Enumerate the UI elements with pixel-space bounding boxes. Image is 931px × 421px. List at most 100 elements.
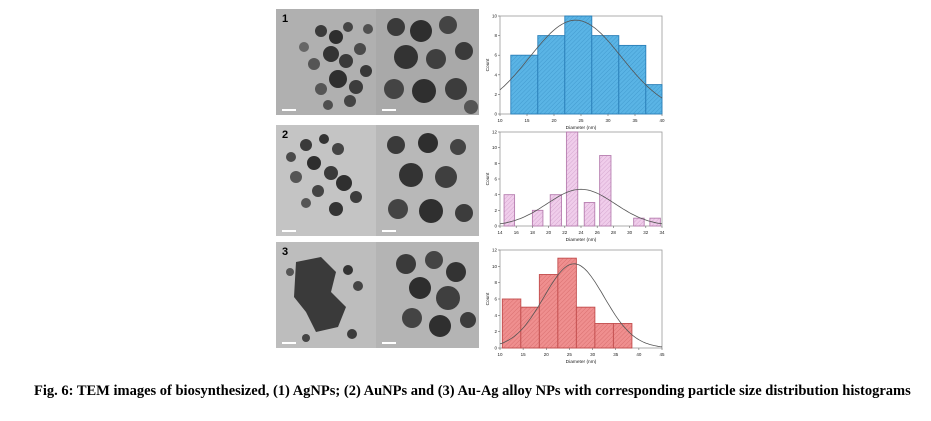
tem-image-agnps-left: 1 — [276, 9, 376, 115]
histogram-bar — [645, 84, 663, 115]
tem-particles-aunps-left — [276, 125, 376, 236]
x-tick-label: 10 — [497, 352, 503, 357]
y-tick-label: 8 — [494, 280, 497, 285]
histogram-aunps: 14 16 18 20 22 24 26 28 30 32 34024681012Diameter … — [485, 130, 665, 244]
histogram-bar — [537, 35, 566, 115]
x-tick-label: 35 — [632, 118, 638, 123]
histogram-bar — [591, 35, 620, 115]
histogram-agnps: 10 15 20 25 30 35 40 0 2 4 6 8 10 Diameter (nm) Count — [485, 14, 665, 132]
histogram-bar — [633, 217, 645, 227]
histogram-bar — [549, 194, 563, 227]
y-tick-label: 4 — [494, 313, 497, 318]
y-tick-label: 2 — [494, 329, 497, 334]
x-tick-label: 20 — [551, 118, 557, 123]
histogram-alloy: 10 15 20 25 30 35 40 45 0 2 4 6 8 10 12 Diameter (nm) Co… — [485, 248, 665, 366]
tem-scale-bar — [382, 109, 396, 111]
y-tick-label: 12 — [492, 130, 498, 135]
y-tick-label: 4 — [494, 192, 497, 197]
x-tick-label: 32 — [643, 230, 649, 235]
x-tick-label: 34 — [659, 230, 665, 235]
tem-scale-bar — [382, 342, 396, 344]
y-axis-label: Count — [485, 172, 491, 185]
x-tick-label: 40 — [636, 352, 642, 357]
normal-fit-curve — [499, 188, 663, 225]
y-tick-label: 12 — [492, 248, 498, 253]
tem-image-alloy-left: 3 — [276, 242, 376, 348]
x-tick-label: 10 — [497, 118, 503, 123]
x-tick-label: 22 — [562, 230, 568, 235]
panel-number-2: 2 — [282, 129, 289, 141]
x-tick-label: 20 — [544, 352, 550, 357]
x-tick-label: 30 — [590, 352, 596, 357]
histogram-bar — [599, 155, 612, 227]
tem-image-agnps-right — [376, 9, 479, 115]
tem-scale-bar — [282, 109, 296, 111]
histogram-bar — [583, 202, 596, 227]
x-tick-label: 35 — [613, 352, 619, 357]
histogram-bar — [501, 298, 522, 349]
tem-particles-agnps-right — [376, 9, 479, 115]
tem-image-alloy-right — [376, 242, 479, 348]
y-tick-label: 6 — [494, 177, 497, 182]
tem-image-aunps-right — [376, 125, 479, 236]
normal-fit-curve — [499, 263, 663, 348]
y-tick-label: 8 — [494, 33, 497, 38]
x-tick-label: 14 — [497, 230, 503, 235]
plot-frame — [499, 131, 663, 227]
x-tick-label: 18 — [530, 230, 536, 235]
histogram-bar — [565, 131, 579, 227]
tem-scale-bar — [382, 230, 396, 232]
histogram-bar — [538, 274, 559, 349]
x-tick-label: 30 — [605, 118, 611, 123]
histogram-bar — [531, 209, 544, 227]
y-tick-label: 4 — [494, 72, 497, 77]
tem-image-aunps-left: 2 — [276, 125, 376, 236]
y-tick-label: 0 — [494, 346, 497, 351]
y-tick-label: 10 — [492, 264, 498, 269]
x-tick-label: 28 — [611, 230, 617, 235]
histogram-bar — [564, 15, 593, 115]
x-tick-label: 45 — [659, 352, 665, 357]
tem-particles-alloy-right — [376, 242, 479, 348]
x-tick-label: 15 — [521, 352, 527, 357]
y-axis-label: Count — [485, 292, 491, 305]
tem-scale-bar — [282, 342, 296, 344]
y-tick-label: 2 — [494, 208, 497, 213]
tem-particles-agnps-left — [276, 9, 376, 115]
tem-particles-aunps-right — [376, 125, 479, 236]
normal-fit-curve — [499, 19, 663, 99]
y-tick-label: 6 — [494, 297, 497, 302]
y-tick-label: 6 — [494, 53, 497, 58]
x-axis-label: Diameter (nm) — [566, 359, 597, 365]
histogram-bar — [557, 257, 577, 349]
panel-number-3: 3 — [282, 246, 289, 258]
x-tick-label: 25 — [567, 352, 573, 357]
y-tick-label: 0 — [494, 112, 497, 117]
y-tick-label: 10 — [492, 145, 498, 150]
histogram-bar — [649, 217, 661, 227]
y-tick-label: 0 — [494, 224, 497, 229]
y-tick-label: 8 — [494, 161, 497, 166]
x-tick-label: 15 — [524, 118, 530, 123]
histogram-bar — [594, 323, 614, 349]
tem-scale-bar — [282, 230, 296, 232]
y-tick-label: 10 — [492, 14, 498, 19]
x-axis-label: Diameter (nm) — [566, 125, 597, 131]
x-tick-label: 30 — [627, 230, 633, 235]
figure-caption: Fig. 6: TEM images of biosynthesized, (1… — [34, 383, 911, 399]
x-tick-label: 16 — [514, 230, 520, 235]
panel-number-1: 1 — [282, 13, 289, 25]
y-tick-label: 2 — [494, 92, 497, 97]
x-tick-label: 40 — [659, 118, 665, 123]
y-axis-label: Count — [485, 58, 491, 71]
histogram-bar — [575, 306, 596, 349]
x-tick-label: 24 — [578, 230, 584, 235]
histogram-bar — [503, 194, 516, 227]
x-tick-label: 20 — [546, 230, 552, 235]
tem-particles-alloy-left — [276, 242, 376, 348]
x-tick-label: 26 — [595, 230, 601, 235]
x-axis-label: Diameter (nm) — [566, 237, 597, 243]
histogram-bar — [618, 44, 647, 115]
x-tick-label: 25 — [578, 118, 584, 123]
